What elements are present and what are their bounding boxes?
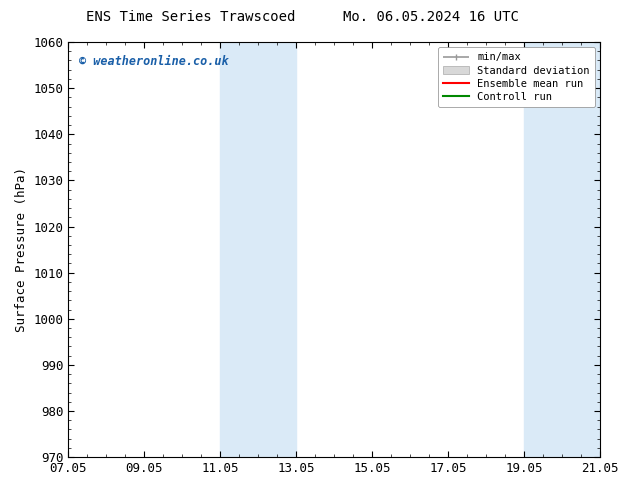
Text: Mo. 06.05.2024 16 UTC: Mo. 06.05.2024 16 UTC	[343, 10, 519, 24]
Legend: min/max, Standard deviation, Ensemble mean run, Controll run: min/max, Standard deviation, Ensemble me…	[437, 47, 595, 107]
Bar	[524, 42, 600, 457]
Bar	[221, 42, 296, 457]
Y-axis label: Surface Pressure (hPa): Surface Pressure (hPa)	[15, 167, 28, 332]
Text: ENS Time Series Trawscoed: ENS Time Series Trawscoed	[86, 10, 295, 24]
Text: © weatheronline.co.uk: © weatheronline.co.uk	[79, 54, 229, 68]
